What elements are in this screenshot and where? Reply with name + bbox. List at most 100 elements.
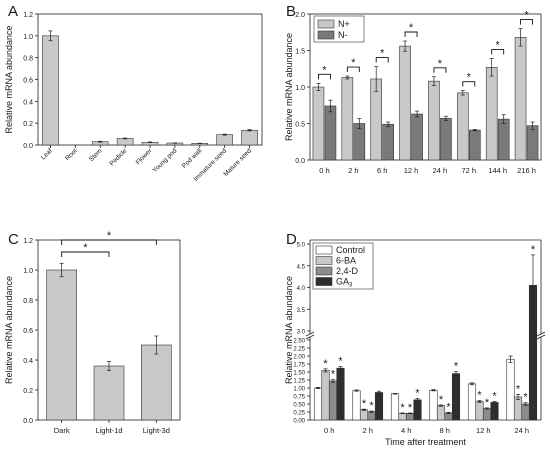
panel-d-significance-star: * [485, 397, 490, 409]
panel-b-ylabel: Relative mRNA abundance [284, 33, 294, 141]
panel-b-xtick-label: 72 h [462, 166, 477, 175]
panel-d-legend-label: 6-BA [336, 256, 356, 266]
panel-d-bar-series-0 [467, 383, 477, 421]
panel-b-bar-n-plus [428, 80, 440, 161]
panel-d-axis-break [305, 334, 315, 340]
panel-a-ytick-label: 1.2 [23, 12, 33, 19]
panel-d-xlabel: Time after treatment [385, 437, 466, 447]
panel-d-bar-series-1 [321, 370, 330, 421]
panel-d-bar-series-0 [429, 389, 438, 421]
panel-d-bar-series-2 [405, 412, 415, 421]
panel-b-bar-n-minus [440, 118, 452, 161]
panel-d-ytick-label: 0.00 [293, 419, 305, 425]
panel-label-B: B [286, 3, 296, 20]
panel-d-significance-star: * [331, 369, 336, 381]
panel-b-ytick-label: 1.5 [295, 49, 305, 56]
panel-d-ytick-label: 3.0 [297, 330, 306, 336]
panel-b-significance-bracket [375, 57, 389, 63]
panel-c-ytick-label: 0.6 [23, 328, 33, 335]
panel-d-bar-series-2 [367, 411, 376, 421]
panel-d-ytick-label: 4.0 [297, 286, 306, 292]
panel-label-A: A [8, 3, 18, 20]
panel-a-bar [241, 129, 258, 146]
panel-d-bar-series-3 [374, 392, 384, 421]
panel-b-significance-bracket [520, 19, 534, 25]
panel-b-legend-swatch [317, 19, 335, 29]
panel-d-ytick-label: 2.25 [293, 347, 305, 353]
panel-a-xtick-label: Stem [88, 147, 104, 163]
panel-c-xtick-label: Light-1d [95, 426, 122, 435]
panel-b-bar-n-minus [526, 125, 539, 161]
panel-d-bar-series-2 [328, 380, 338, 421]
panel-d-ytick-label: 2.00 [293, 355, 305, 361]
panel-d-ytick-label: 1.75 [293, 363, 305, 369]
panel-d-xtick-label: 12 h [476, 426, 491, 435]
panel-a-xtick-label: Flower [135, 147, 154, 166]
panel-b-bar-n-minus [411, 113, 423, 161]
panel-d-bar-series-0 [390, 393, 400, 421]
panel-c-xtick-label: Light-3d [143, 426, 170, 435]
panel-c-ytick-label: 0.0 [23, 418, 33, 425]
panel-d-bar-series-2 [521, 403, 530, 421]
panel-a-ytick-label: 0.8 [23, 56, 33, 63]
panel-b-significance-star: * [467, 72, 472, 84]
panel-d-bar-series-1 [359, 409, 369, 421]
panel-b-significance-bracket [404, 31, 418, 38]
panel-c-ylabel: Relative mRNA abundance [4, 276, 14, 384]
panel-d-bar-series-1 [513, 396, 523, 421]
panel-b-xtick-label: 0 h [319, 166, 329, 175]
panel-d-significance-star: * [415, 388, 420, 400]
panel-d-bar-series-1 [436, 405, 446, 421]
panel-a-ytick-label: 0.4 [23, 99, 33, 106]
panel-d-xtick-label: 4 h [401, 426, 411, 435]
panel-c-ytick-label: 0.4 [23, 358, 33, 365]
panel-d-legend-label: 2,4-D [336, 266, 359, 276]
panel-d-ylabel: Relative mRNA abundance [284, 276, 294, 384]
panel-a-xtick-label: Root [64, 147, 79, 162]
panel-a-xtick-label: Leaf [40, 147, 54, 161]
panel-b-significance-bracket [317, 73, 331, 80]
panel-b-bar-n-minus [469, 129, 481, 161]
panel-b-legend-label: N- [338, 30, 348, 40]
panel-d-ytick-label: 1.50 [293, 371, 305, 377]
panel-a-xtick-label: Young pod [152, 147, 179, 174]
panel-d-axis-break [305, 331, 315, 337]
panel-b-bar-n-plus [514, 37, 527, 161]
panel-c-bar [46, 269, 77, 421]
panel-b-bar-n-plus [485, 66, 498, 161]
panel-b-significance-star: * [322, 64, 327, 76]
panel-a-xtick-label: Pedicle [108, 147, 128, 167]
panel-a-ytick-label: 1.0 [23, 34, 33, 41]
panel-d-significance-star: * [439, 394, 444, 406]
panel-b-significance-bracket [433, 67, 447, 73]
panel-c-significance-bracket [61, 251, 110, 257]
panel-d-significance-star: * [400, 402, 405, 414]
panel-d-ytick-label: 1.00 [293, 387, 305, 393]
panel-b-significance-star: * [524, 10, 529, 22]
panel-a-bar [42, 35, 59, 146]
panel-b-xtick-label: 24 h [433, 166, 448, 175]
panel-d-bar-series-2 [482, 408, 492, 421]
panel-d-ytick-label: 4.5 [297, 264, 306, 270]
panel-d-ytick-label: 5.0 [297, 243, 306, 249]
panel-b-bar-n-plus [312, 86, 325, 161]
panel-d-significance-star: * [323, 358, 328, 370]
panel-c-ytick-label: 0.8 [23, 298, 33, 305]
panel-a-ylabel: Relative mRNA abundance [4, 25, 14, 133]
panel-d-bar-series-0 [313, 387, 323, 421]
panel-d-legend-swatch [315, 245, 333, 255]
panel-d-xtick-label: 2 h [363, 426, 373, 435]
panel-c-ytick-label: 1.0 [23, 268, 33, 275]
panel-b-ytick-label: 0.5 [295, 122, 305, 129]
panel-a-xtick-label: Pod wall [181, 147, 204, 170]
panel-d-axis-break [536, 331, 546, 337]
panel-d-legend-swatch [315, 256, 333, 265]
panel-label-D: D [286, 231, 297, 248]
panel-b-bar-n-plus [399, 45, 411, 161]
panel-d-ytick-label: 1.25 [293, 379, 305, 385]
panel-c-significance-star: * [83, 242, 88, 254]
panel-a-ytick-label: 0.2 [23, 121, 33, 128]
panel-d-bar-series-3 [451, 373, 461, 421]
panel-d-legend-swatch [315, 277, 333, 286]
